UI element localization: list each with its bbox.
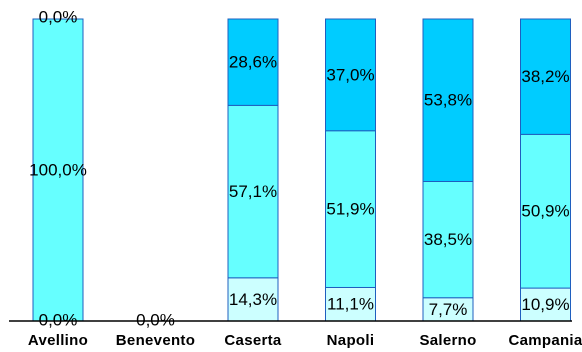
data-label-napoli-segment-2: 51,9%: [326, 200, 374, 219]
data-label-salerno-segment-2: 38,5%: [424, 230, 472, 249]
category-label-salerno: Salerno: [419, 332, 476, 349]
data-label-avellino-segment-2: 100,0%: [29, 161, 87, 180]
data-label-avellino-segment-1: 0,0%: [39, 311, 78, 330]
data-label-salerno-segment-3: 53,8%: [424, 91, 472, 110]
bar-campania-segment-2: [520, 133, 571, 289]
category-label-benevento: Benevento: [116, 332, 195, 349]
data-label-napoli-segment-3: 37,0%: [326, 65, 374, 84]
data-label-campania-segment-2: 50,9%: [521, 202, 569, 221]
category-labels-layer: Avellino Benevento Caserta Napoli Salerno Cam…: [28, 332, 582, 349]
data-label-avellino-segment-3: 0,0%: [39, 8, 78, 27]
bar-caserta-segment-1: [227, 277, 279, 322]
data-label-napoli-segment-1: 11,1%: [327, 295, 374, 314]
data-label-campania-segment-1: 10,9%: [521, 295, 569, 314]
data-label-caserta-segment-2: 57,1%: [229, 182, 277, 201]
bar-napoli-segment-2: [325, 130, 376, 288]
bar-campania-segment-3: [520, 18, 571, 135]
data-label-benevento-segment-1: 0,0%: [136, 311, 175, 330]
bars-layer: [32, 18, 571, 322]
bar-caserta-segment-3: [227, 18, 279, 106]
bar-napoli-segment-3: [325, 18, 376, 132]
data-label-salerno-segment-1: 7,7%: [429, 300, 468, 319]
bar-salerno-segment-3: [422, 18, 474, 182]
data-labels-layer: 0,0% 100,0% 0,0% 0,0% 14,3% 57,1% 28,6% 11,1% 51…: [29, 8, 569, 330]
data-label-campania-segment-3: 38,2%: [521, 67, 569, 86]
bar-salerno-segment-2: [422, 180, 474, 299]
data-label-caserta-segment-3: 28,6%: [229, 53, 277, 72]
category-label-campania: Campania: [508, 332, 582, 349]
bar-avellino-segment-2: [32, 18, 84, 322]
category-label-avellino: Avellino: [28, 332, 88, 349]
category-label-napoli: Napoli: [327, 332, 375, 349]
data-label-caserta-segment-1: 14,3%: [229, 290, 277, 309]
category-label-caserta: Caserta: [224, 332, 281, 349]
